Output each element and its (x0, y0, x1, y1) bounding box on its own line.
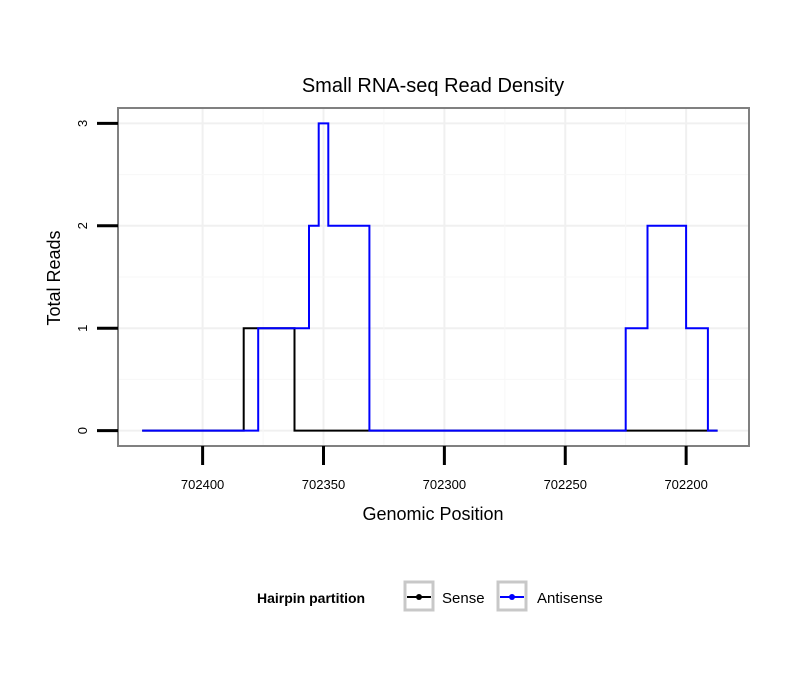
y-tick-label-3: 3 (75, 120, 90, 127)
y-axis-label: Total Reads (44, 230, 64, 325)
chart-title: Small RNA-seq Read Density (302, 75, 564, 97)
x-tick-label-1: 702350 (302, 477, 345, 492)
x-tick-label-0: 702400 (181, 477, 224, 492)
x-tick-label-2: 702300 (423, 477, 466, 492)
legend: Hairpin partition Sense Antisense (257, 580, 603, 612)
plot-border (117, 107, 750, 447)
y-tick-label-1: 1 (75, 325, 90, 332)
axes: 702400 702350 702300 702250 702200 0 1 2 3 (75, 120, 708, 492)
y-tick-label-0: 0 (75, 427, 90, 434)
y-tick-label-2: 2 (75, 222, 90, 229)
series-line-antisense (142, 122, 718, 432)
x-axis-label: Genomic Position (362, 504, 503, 524)
legend-key-antisense-box (496, 580, 528, 612)
legend-item-sense: Sense (403, 580, 485, 612)
grid-lines (118, 108, 749, 446)
legend-label-sense: Sense (442, 590, 485, 607)
legend-key-sense-dot (416, 594, 422, 600)
series-lines (142, 122, 718, 432)
x-tick-label-4: 702200 (664, 477, 707, 492)
legend-label-antisense: Antisense (537, 590, 603, 607)
legend-title: Hairpin partition (257, 590, 365, 606)
legend-item-antisense: Antisense (496, 580, 603, 612)
legend-key-antisense-dot (509, 594, 515, 600)
x-tick-label-3: 702250 (544, 477, 587, 492)
